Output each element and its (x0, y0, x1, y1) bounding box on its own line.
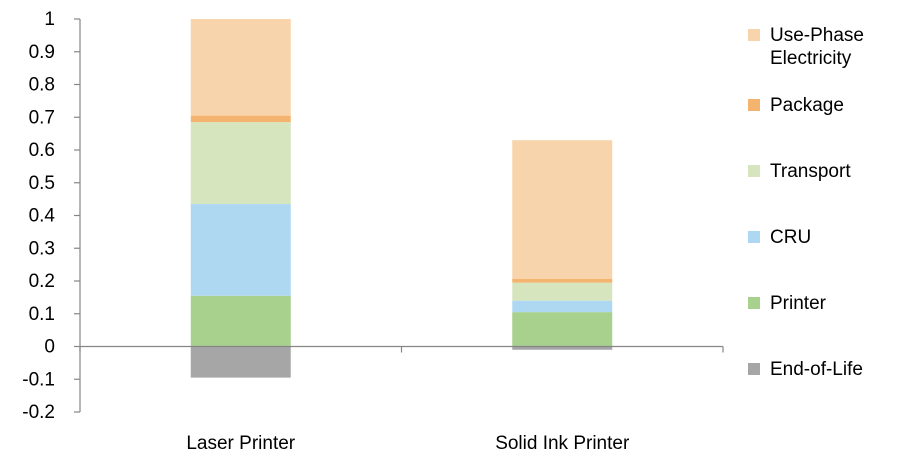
y-tick-label: 0.7 (29, 107, 55, 128)
bar-transport-0 (190, 122, 291, 205)
legend-swatch (748, 165, 760, 177)
legend-swatch (748, 99, 760, 111)
legend-label: Transport (770, 161, 851, 182)
bar-end-of-life-0 (190, 346, 291, 378)
y-tick-labels: 1 0.9 0.8 0.7 0.6 0.5 0.4 0.3 0.2 0.1 0 -0.1 -0.2 (22, 9, 55, 423)
y-tick-label: 0.4 (29, 206, 56, 227)
legend-swatch (748, 231, 760, 243)
y-tick-label: 0.6 (29, 140, 55, 161)
y-tick-label: 0.3 (29, 238, 55, 259)
legend-label: Use-Phase (770, 25, 864, 46)
y-tick-label: -0.2 (22, 402, 55, 423)
legend-label: Printer (770, 293, 827, 314)
bar-cru-1 (512, 300, 613, 313)
y-tick-label: 0.9 (29, 42, 55, 63)
y-tick-label: 0 (44, 337, 55, 358)
bar-use-phase-electricity-1 (512, 140, 613, 279)
y-tick-label: 0.8 (29, 75, 55, 96)
bar-package-0 (190, 115, 291, 123)
axes-layer (74, 18, 724, 413)
y-tick-label: 1 (44, 9, 55, 30)
bar-printer-0 (190, 295, 291, 347)
bar-package-1 (512, 278, 613, 283)
bar-end-of-life-1 (512, 346, 613, 350)
legend-label: Package (770, 95, 844, 116)
legend-swatch (748, 29, 760, 41)
y-tick-label: 0.5 (29, 173, 55, 194)
legend-label: End-of-Life (770, 359, 863, 380)
y-tick-label: 0.2 (29, 271, 55, 292)
bar-printer-1 (512, 312, 613, 347)
legend-label: Electricity (770, 48, 852, 69)
y-tick-label: -0.1 (22, 369, 55, 390)
legend-swatch (748, 297, 760, 309)
bars-layer (190, 19, 613, 378)
x-category-label: Laser Printer (186, 433, 295, 454)
bar-use-phase-electricity-0 (190, 19, 291, 116)
bar-cru-0 (190, 204, 291, 296)
bar-transport-1 (512, 282, 613, 301)
legend-swatch (748, 363, 760, 375)
x-category-label: Solid Ink Printer (495, 433, 630, 454)
legend-label: CRU (770, 227, 811, 248)
x-category-labels: Laser Printer Solid Ink Printer (186, 433, 630, 454)
y-tick-label: 0.1 (29, 304, 55, 325)
